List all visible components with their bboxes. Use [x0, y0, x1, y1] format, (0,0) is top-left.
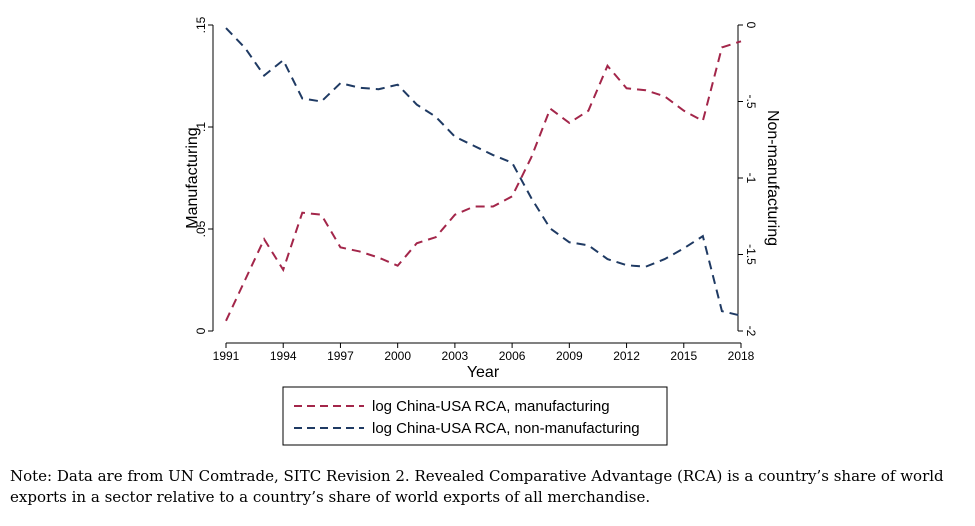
left-y-axis-title: Manufacturing — [184, 127, 201, 228]
legend-label-manufacturing: log China-USA RCA, manufacturing — [372, 398, 610, 415]
right-y-tick-label: -1.5 — [744, 244, 758, 265]
x-tick-label: 1997 — [327, 349, 354, 363]
x-tick-label: 1994 — [270, 349, 297, 363]
x-tick-label: 2015 — [670, 349, 697, 363]
series-layer — [225, 27, 742, 322]
legend-box — [282, 386, 668, 446]
series-line-non-manufacturing — [225, 27, 742, 317]
series-line-manufacturing — [225, 40, 742, 322]
right-y-tick-label: -1 — [744, 173, 758, 184]
right-y-tick-label: -.5 — [744, 94, 758, 108]
x-tick-label: 2009 — [556, 349, 583, 363]
right-y-tick-label: 0 — [744, 22, 758, 29]
x-tick-label: 2018 — [728, 349, 755, 363]
figure-note: Note: Data are from UN Comtrade, SITC Re… — [10, 467, 944, 506]
chart: 0 .05 .1 .15 -2 -1.5 -1 -.5 0 1991 1994 1997 2000 200… — [184, 16, 781, 446]
legend: log China-USA RCA, manufacturing log Chi… — [282, 386, 668, 446]
right-y-axis-title: Non-manufacturing — [764, 110, 781, 246]
x-tick-label: 2003 — [442, 349, 469, 363]
left-y-tick-label: .1 — [194, 122, 208, 132]
axes: 0 .05 .1 .15 -2 -1.5 -1 -.5 0 1991 1994 1997 2000 200… — [184, 16, 781, 381]
x-tick-label: 1991 — [213, 349, 240, 363]
x-tick-label: 2012 — [613, 349, 640, 363]
x-tick-label: 2000 — [384, 349, 411, 363]
legend-label-non-manufacturing: log China-USA RCA, non-manufacturing — [372, 420, 640, 437]
x-tick-label: 2006 — [499, 349, 526, 363]
x-axis-title: Year — [467, 364, 500, 381]
left-y-tick-label: 0 — [194, 327, 208, 334]
left-y-tick-label: .15 — [194, 16, 208, 33]
left-y-tick-label: .05 — [194, 220, 208, 237]
right-y-tick-label: -2 — [744, 326, 758, 337]
